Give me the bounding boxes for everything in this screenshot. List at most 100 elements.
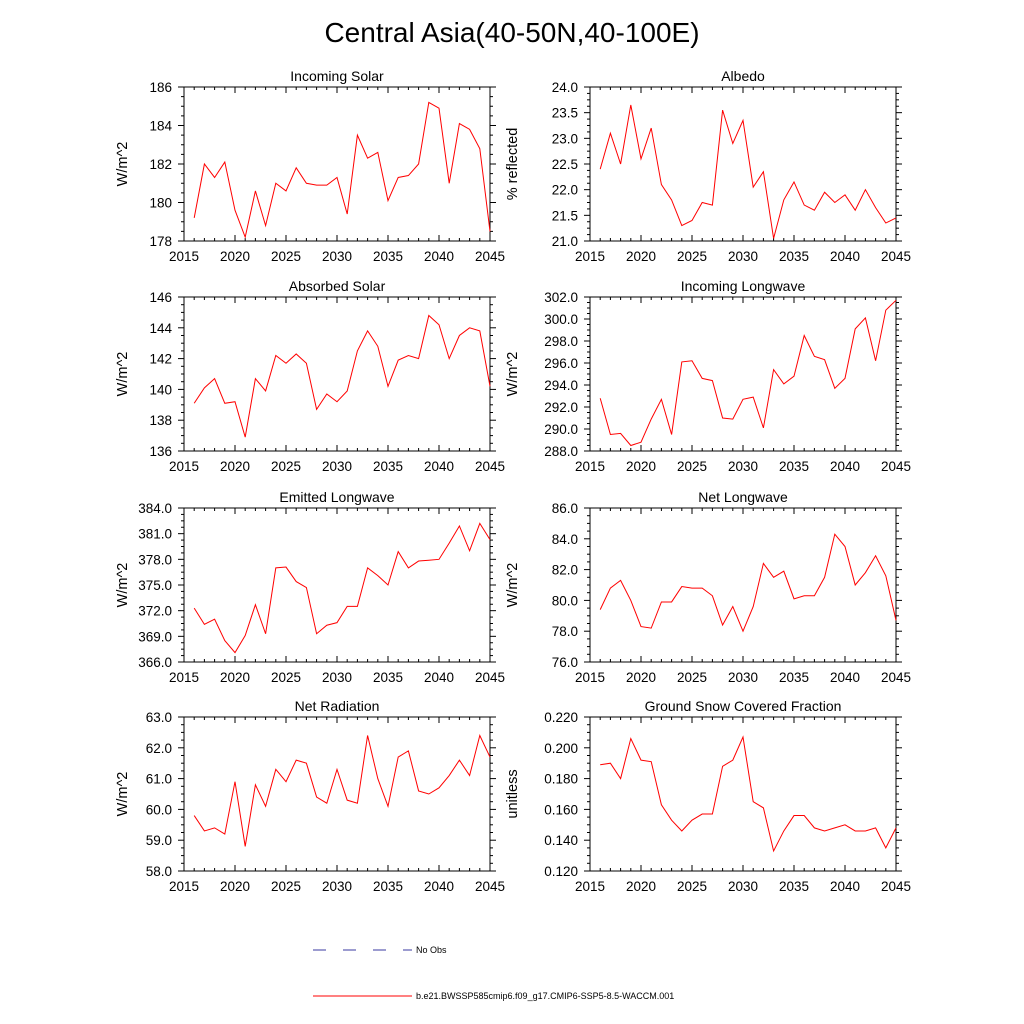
x-tick-label: 2035 xyxy=(779,879,809,894)
y-tick-label: 138 xyxy=(149,413,172,428)
x-tick-label: 2040 xyxy=(830,879,860,894)
x-tick-label: 2030 xyxy=(728,670,758,685)
y-tick-label: 59.0 xyxy=(146,833,172,848)
y-tick-label: 82.0 xyxy=(552,563,578,578)
x-tick-label: 2040 xyxy=(830,249,860,264)
chart-panel-4: Incoming Longwave W/m^2 2015 2020 2025 2030 20… xyxy=(505,278,911,474)
x-tick-label: 2035 xyxy=(373,670,403,685)
x-tick-label: 2045 xyxy=(475,249,505,264)
chart-panel-8: Ground Snow Covered Fraction unitless 2015… xyxy=(505,698,911,894)
x-tick-label: 2035 xyxy=(373,459,403,474)
legend: No Obs b.e21.BWSSP585cmip6.f09_g17.CMIP6… xyxy=(313,945,674,1001)
x-tick-label: 2015 xyxy=(575,249,605,264)
y-axis-label: W/m^2 xyxy=(115,142,131,187)
y-tick-label: 184 xyxy=(149,119,172,134)
x-tick-label: 2025 xyxy=(271,459,301,474)
y-tick-label: 23.5 xyxy=(552,106,578,121)
panel-title: Absorbed Solar xyxy=(289,278,386,294)
x-tick-label: 2045 xyxy=(881,459,911,474)
y-tick-label: 300.0 xyxy=(544,312,578,327)
y-tick-label: 24.0 xyxy=(552,80,578,95)
y-tick-label: 0.180 xyxy=(544,772,578,787)
y-tick-label: 21.0 xyxy=(552,234,578,249)
x-tick-label: 2030 xyxy=(728,879,758,894)
x-tick-label: 2040 xyxy=(424,459,454,474)
x-tick-label: 2045 xyxy=(475,670,505,685)
x-tick-label: 2020 xyxy=(220,670,250,685)
x-tick-label: 2020 xyxy=(220,879,250,894)
chart-panel-6: Net Longwave W/m^2 2015 2020 2025 2030 2035 204… xyxy=(505,489,911,685)
x-tick-label: 2025 xyxy=(271,879,301,894)
series-line xyxy=(600,735,897,853)
y-tick-label: 140 xyxy=(149,382,172,397)
y-tick-label: 84.0 xyxy=(552,532,578,547)
x-tick-label: 2040 xyxy=(424,670,454,685)
y-tick-label: 372.0 xyxy=(138,604,172,619)
y-tick-label: 136 xyxy=(149,444,172,459)
y-tick-label: 22.0 xyxy=(552,183,578,198)
x-tick-label: 2025 xyxy=(677,249,707,264)
x-tick-label: 2025 xyxy=(677,459,707,474)
y-axis-label: W/m^2 xyxy=(505,352,521,397)
x-tick-label: 2030 xyxy=(728,249,758,264)
y-axis-label: % reflected xyxy=(505,128,521,201)
x-tick-label: 2015 xyxy=(169,459,199,474)
y-tick-label: 288.0 xyxy=(544,444,578,459)
x-tick-label: 2040 xyxy=(830,459,860,474)
y-tick-label: 296.0 xyxy=(544,356,578,371)
y-axis-label: W/m^2 xyxy=(115,563,131,608)
y-tick-label: 369.0 xyxy=(138,629,172,644)
x-tick-label: 2020 xyxy=(626,249,656,264)
x-tick-label: 2025 xyxy=(271,670,301,685)
x-tick-label: 2020 xyxy=(626,670,656,685)
chart-panels: Incoming Solar W/m^2 2015 2020 2025 2030 2035 2… xyxy=(115,68,911,894)
y-tick-label: 78.0 xyxy=(552,624,578,639)
y-tick-label: 58.0 xyxy=(146,864,172,879)
x-tick-label: 2025 xyxy=(677,879,707,894)
x-tick-label: 2030 xyxy=(322,879,352,894)
panel-title: Net Longwave xyxy=(698,489,788,505)
y-tick-label: 298.0 xyxy=(544,334,578,349)
x-tick-label: 2015 xyxy=(575,459,605,474)
x-tick-label: 2015 xyxy=(575,879,605,894)
x-tick-label: 2015 xyxy=(169,670,199,685)
panel-title: Emitted Longwave xyxy=(279,489,394,505)
series-line xyxy=(193,734,491,847)
x-tick-label: 2035 xyxy=(779,670,809,685)
x-tick-label: 2035 xyxy=(779,249,809,264)
series-line xyxy=(193,522,491,654)
y-tick-label: 61.0 xyxy=(146,772,172,787)
x-tick-label: 2045 xyxy=(881,670,911,685)
y-tick-label: 178 xyxy=(149,234,172,249)
x-tick-label: 2030 xyxy=(322,249,352,264)
y-tick-label: 381.0 xyxy=(138,527,172,542)
series-line xyxy=(599,299,897,447)
plot-frame xyxy=(183,86,491,242)
y-tick-label: 180 xyxy=(149,196,172,211)
series-line xyxy=(193,101,491,239)
y-axis-label: W/m^2 xyxy=(505,563,521,608)
y-tick-label: 0.160 xyxy=(544,802,578,817)
panel-title: Incoming Solar xyxy=(290,68,384,84)
y-tick-label: 80.0 xyxy=(552,593,578,608)
y-tick-label: 21.5 xyxy=(552,208,578,223)
x-tick-label: 2015 xyxy=(169,879,199,894)
y-tick-label: 0.200 xyxy=(544,741,578,756)
x-tick-label: 2020 xyxy=(626,879,656,894)
y-tick-label: 378.0 xyxy=(138,552,172,567)
x-tick-label: 2020 xyxy=(220,249,250,264)
panel-title: Albedo xyxy=(721,68,765,84)
y-axis-label: unitless xyxy=(505,769,521,818)
series-line xyxy=(193,314,491,438)
x-tick-label: 2045 xyxy=(881,249,911,264)
y-tick-label: 186 xyxy=(149,80,172,95)
plot-frame xyxy=(589,296,897,452)
chart-panel-2: Albedo % reflected 2015 2020 2025 2030 2035 204… xyxy=(505,68,911,264)
y-tick-label: 63.0 xyxy=(146,710,172,725)
y-tick-label: 142 xyxy=(149,352,172,367)
legend-model-label: b.e21.BWSSP585cmip6.f09_g17.CMIP6-SSP5-8… xyxy=(416,991,674,1001)
x-tick-label: 2025 xyxy=(677,670,707,685)
y-tick-label: 76.0 xyxy=(552,655,578,670)
plot-frame xyxy=(589,507,897,663)
